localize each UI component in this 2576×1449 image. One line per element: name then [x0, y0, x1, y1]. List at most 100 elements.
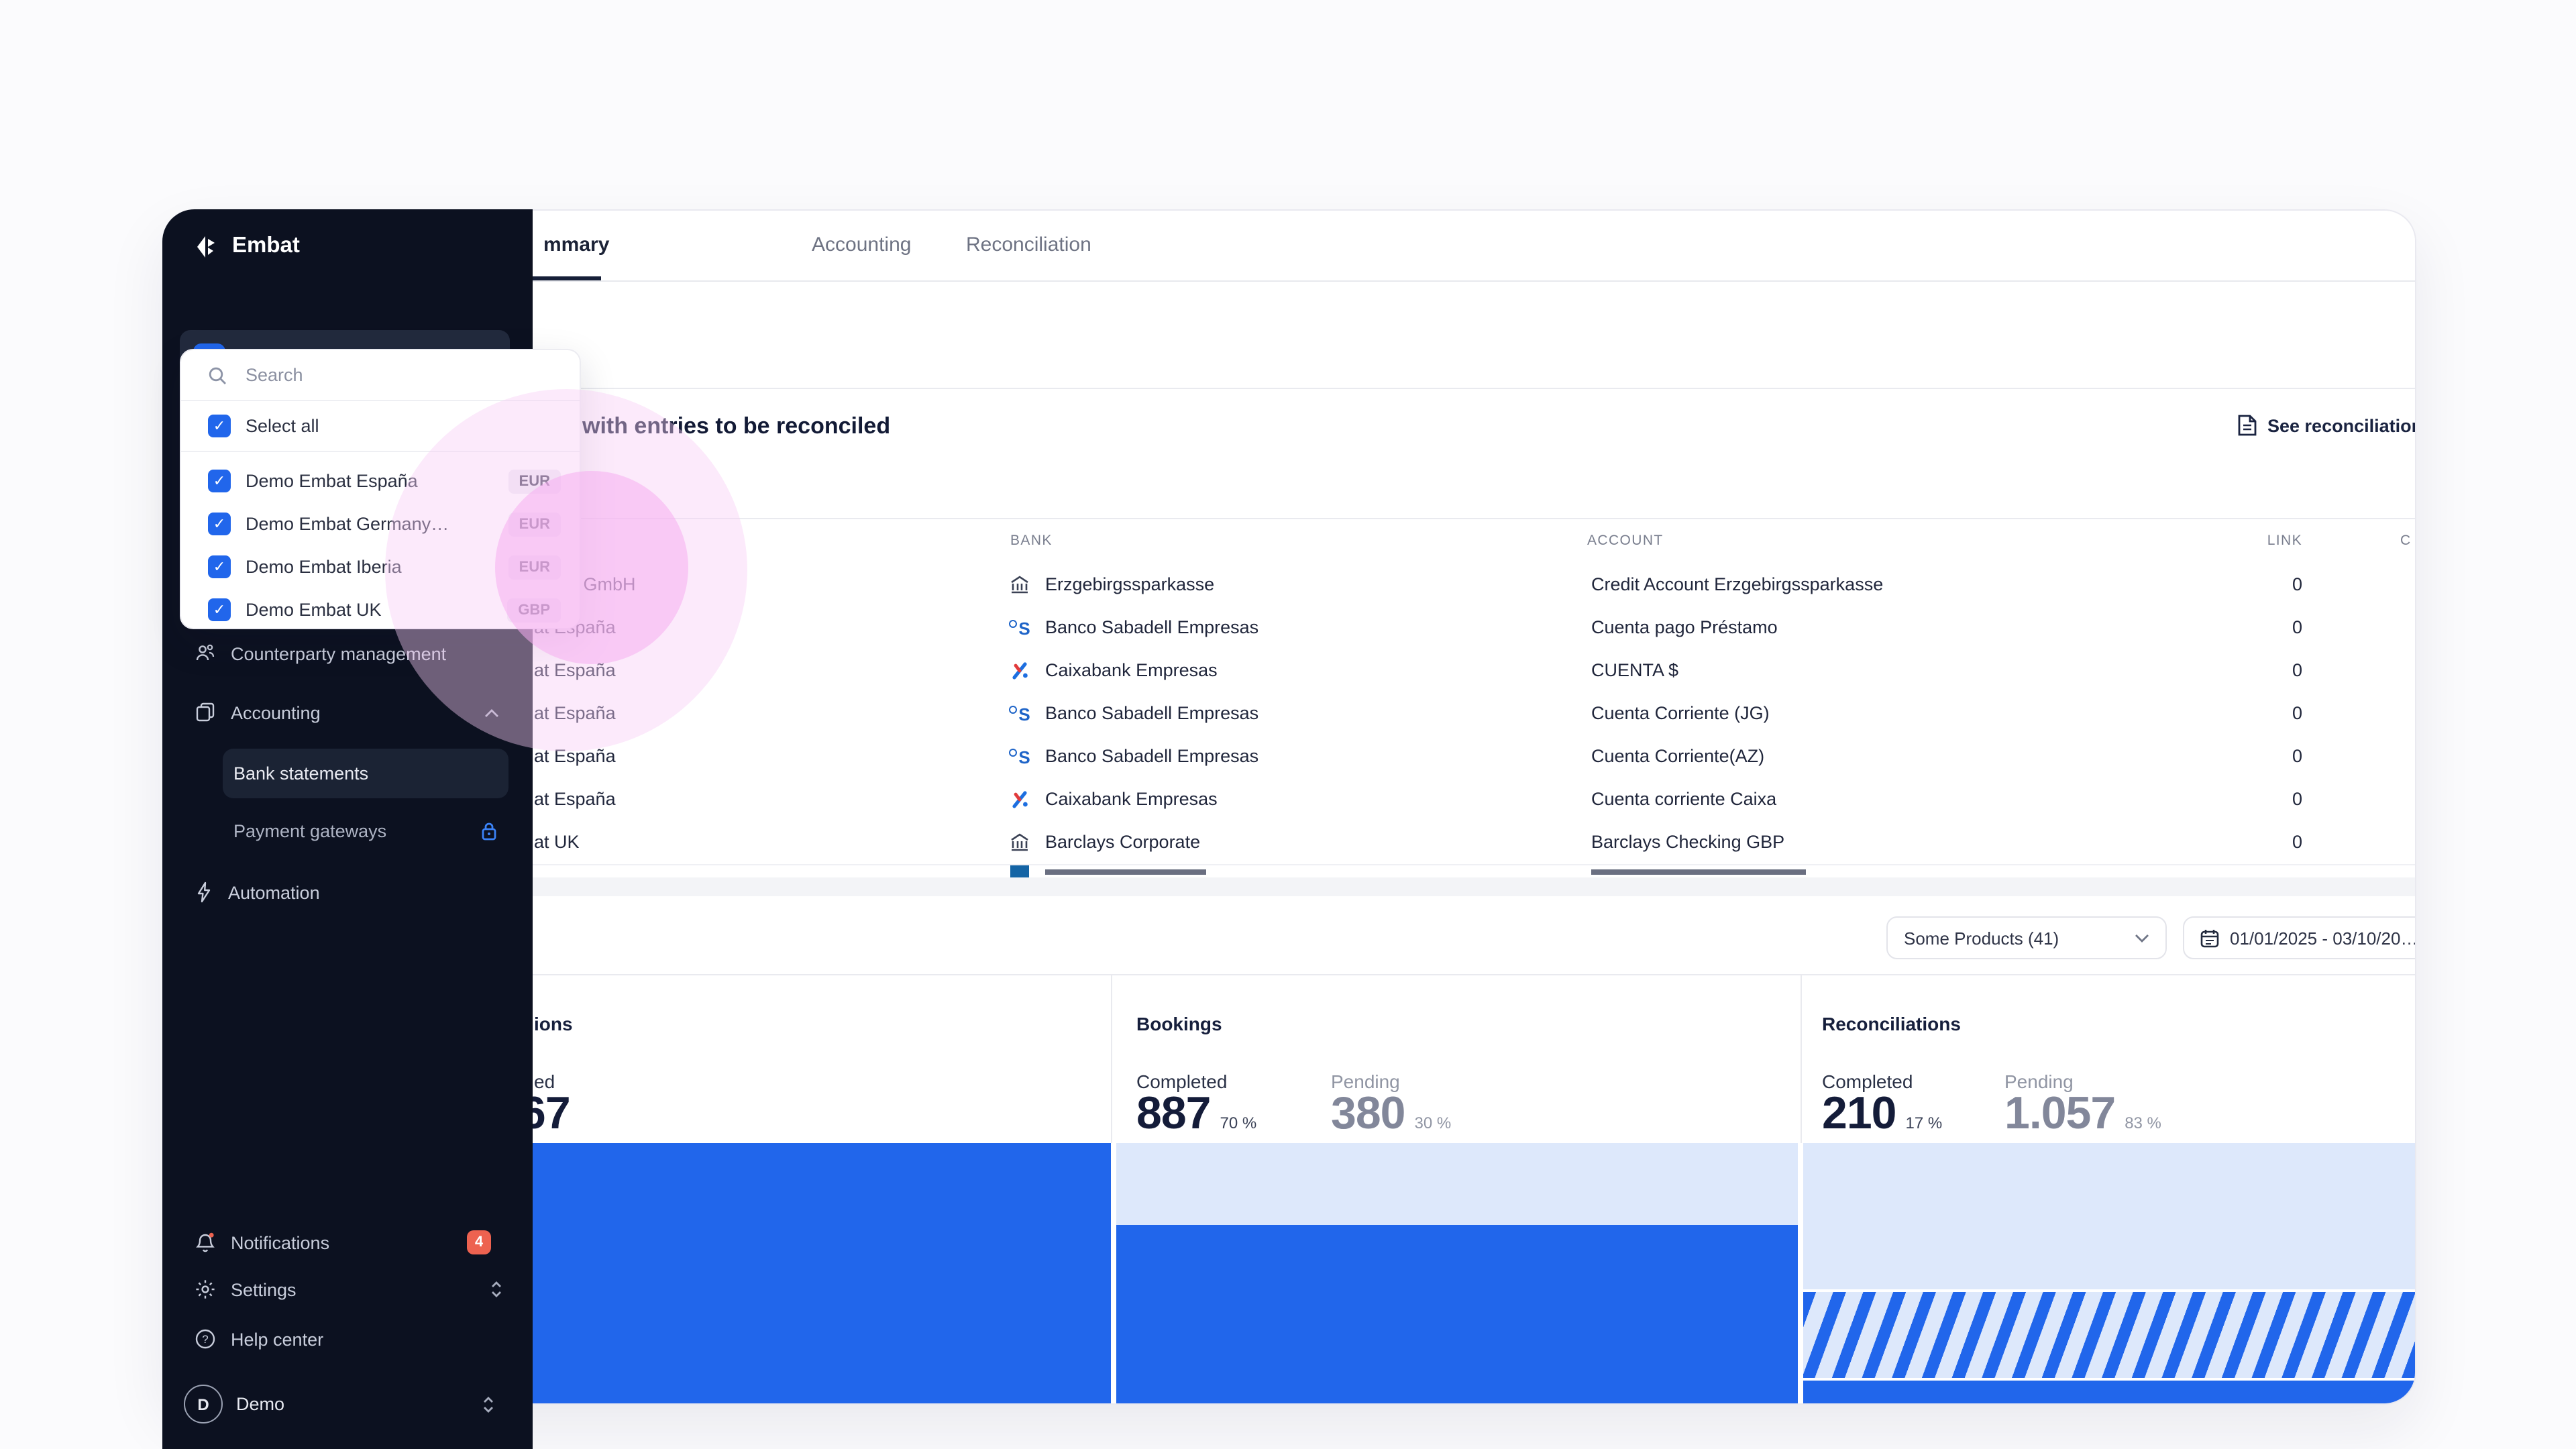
help-circle-icon: ? — [195, 1328, 216, 1350]
select-all-option[interactable]: ✓ Select all — [181, 404, 580, 448]
entity-option[interactable]: ✓ Demo Embat Iberia EUR — [181, 545, 580, 589]
banco-sabadell-logo-icon: S — [1008, 745, 1032, 769]
bank-building-icon — [1008, 830, 1032, 855]
brand-name: Embat — [232, 233, 300, 258]
checkbox-checked-icon[interactable]: ✓ — [208, 598, 231, 621]
table-row[interactable]: at España S Banco Sabadell Empresas Cuen… — [164, 735, 2415, 780]
pending-percent: 30 % — [1414, 1114, 1452, 1132]
sidebar-item-label: Counterparty management — [231, 643, 447, 663]
col-header-currency-clipped: C — [2400, 533, 2412, 549]
chevron-down-icon — [2135, 933, 2149, 943]
table-row-clipped[interactable] — [164, 864, 2415, 877]
pending-value: 1.057 — [2004, 1088, 2116, 1139]
pending-value: 380 — [1331, 1088, 1405, 1139]
sidebar-item-payment-gateways[interactable]: Payment gateways — [223, 806, 508, 856]
reconcile-section-header: with entries to be reconciled See reconc… — [164, 280, 2415, 439]
divider — [181, 451, 580, 452]
date-range-picker[interactable]: 01/01/2025 - 03/10/20… — [2183, 916, 2416, 959]
col-header-bank: BANK — [1010, 533, 1053, 549]
account-name: Cuenta pago Préstamo — [1591, 617, 1778, 637]
app-window: mmary Accounting Reconciliation with ent… — [162, 209, 2416, 1405]
bank-name: Barclays Corporate — [1045, 832, 1201, 852]
entity-name: Demo Embat España — [246, 471, 418, 491]
see-report-label: See reconciliation re — [2267, 415, 2416, 435]
search-row[interactable] — [181, 350, 580, 400]
account-name: CUENTA $ — [1591, 660, 1679, 680]
brand: Embat — [195, 233, 300, 259]
link-count: 0 — [2292, 660, 2302, 680]
entity-name-fragment: at UK — [534, 832, 580, 852]
sidebar-item-notifications[interactable]: Notifications 4 — [162, 1217, 533, 1268]
account-name: Credit Account Erzgebirgssparkasse — [1591, 574, 1884, 594]
chevron-expand-icon — [482, 1395, 495, 1413]
sidebar-item-automation[interactable]: Automation — [162, 867, 533, 918]
link-count: 0 — [2292, 746, 2302, 766]
checkbox-checked-icon[interactable]: ✓ — [208, 513, 231, 535]
bar-pending-light — [1803, 1143, 2415, 1289]
see-reconciliation-report-link[interactable]: See reconciliation re — [2238, 415, 2416, 436]
search-icon — [208, 366, 227, 384]
sidebar-item-label: Accounting — [231, 702, 321, 722]
table-row[interactable]: at España S Banco Sabadell Empresas Cuen… — [164, 692, 2415, 737]
avatar: D — [184, 1385, 223, 1424]
bar-pending-light — [1116, 1143, 1798, 1225]
sidebar-item-settings[interactable]: Settings — [162, 1264, 533, 1315]
tab-reconciliation[interactable]: Reconciliation — [966, 233, 1091, 256]
entity-option[interactable]: ✓ Demo Embat España EUR — [181, 459, 580, 503]
checkbox-checked-icon[interactable]: ✓ — [208, 415, 231, 437]
clipped-text-stub — [1591, 869, 1806, 875]
checkbox-checked-icon[interactable]: ✓ — [208, 555, 231, 578]
entity-name-fragment: at España — [534, 789, 616, 809]
table-row[interactable]: at UK Barclays Corporate Barclays Checki… — [164, 821, 2415, 865]
caixabank-logo-icon — [1008, 788, 1032, 812]
bank-name: Banco Sabadell Empresas — [1045, 617, 1259, 637]
date-range-value: 01/01/2025 - 03/10/20… — [2230, 928, 2416, 948]
account-name: Cuenta Corriente(AZ) — [1591, 746, 1765, 766]
panel-divider — [1801, 974, 1802, 1143]
section-title: with entries to be reconciled — [582, 413, 891, 439]
banco-sabadell-logo-icon: S — [1008, 702, 1032, 726]
select-all-label: Select all — [246, 416, 319, 436]
checkbox-checked-icon[interactable]: ✓ — [208, 470, 231, 492]
chevron-up-icon — [484, 708, 499, 717]
document-icon — [2238, 415, 2257, 436]
entity-name-fragment: at España — [534, 660, 616, 680]
tab-summary[interactable]: mmary — [543, 233, 610, 256]
panel-title-bookings: Bookings — [1136, 1013, 1222, 1034]
link-count: 0 — [2292, 832, 2302, 852]
currency-chip: EUR — [508, 555, 561, 579]
bank-building-icon — [1008, 573, 1032, 597]
sidebar-item-counterparty-management[interactable]: Counterparty management — [162, 628, 533, 679]
sidebar-item-accounting[interactable]: Accounting — [162, 687, 533, 738]
sidebar-item-label: Settings — [231, 1279, 297, 1299]
products-filter-select[interactable]: Some Products (41) — [1886, 916, 2167, 959]
pending-stat: 380 30 % — [1331, 1088, 1451, 1140]
sidebar-item-bank-statements[interactable]: Bank statements — [223, 749, 508, 798]
embat-logo-icon — [195, 234, 219, 258]
table-row[interactable]: at España Caixabank Empresas Cuenta corr… — [164, 778, 2415, 822]
currency-chip: EUR — [508, 512, 561, 536]
sidebar-item-help-center[interactable]: ? Help center — [162, 1313, 533, 1364]
completed-label-fragment: ed — [534, 1071, 555, 1092]
entity-name-fragment: at España — [534, 703, 616, 723]
user-menu[interactable]: D Demo — [184, 1385, 519, 1424]
completed-percent: 17 % — [1905, 1114, 1943, 1132]
completed-percent: 70 % — [1220, 1114, 1257, 1132]
pending-stat: 1.057 83 % — [2004, 1088, 2161, 1140]
completed-stat: 887 70 % — [1136, 1088, 1256, 1140]
currency-chip: GBP — [507, 598, 561, 622]
notifications-badge: 4 — [467, 1230, 491, 1254]
link-count: 0 — [2292, 617, 2302, 637]
col-header-link: LINK — [2267, 533, 2302, 549]
completed-stat: 210 17 % — [1822, 1088, 1942, 1140]
tab-accounting[interactable]: Accounting — [812, 233, 912, 256]
entity-name: Demo Embat UK — [246, 600, 382, 620]
search-input[interactable] — [243, 364, 517, 386]
link-count: 0 — [2292, 789, 2302, 809]
completed-label: Completed — [1822, 1071, 1913, 1092]
entity-option[interactable]: ✓ Demo Embat UK GBP — [181, 588, 580, 628]
pending-label: Pending — [1331, 1071, 1400, 1092]
entity-option[interactable]: ✓ Demo Embat Germany… EUR — [181, 502, 580, 546]
sidebar-item-label: Notifications — [231, 1232, 330, 1252]
